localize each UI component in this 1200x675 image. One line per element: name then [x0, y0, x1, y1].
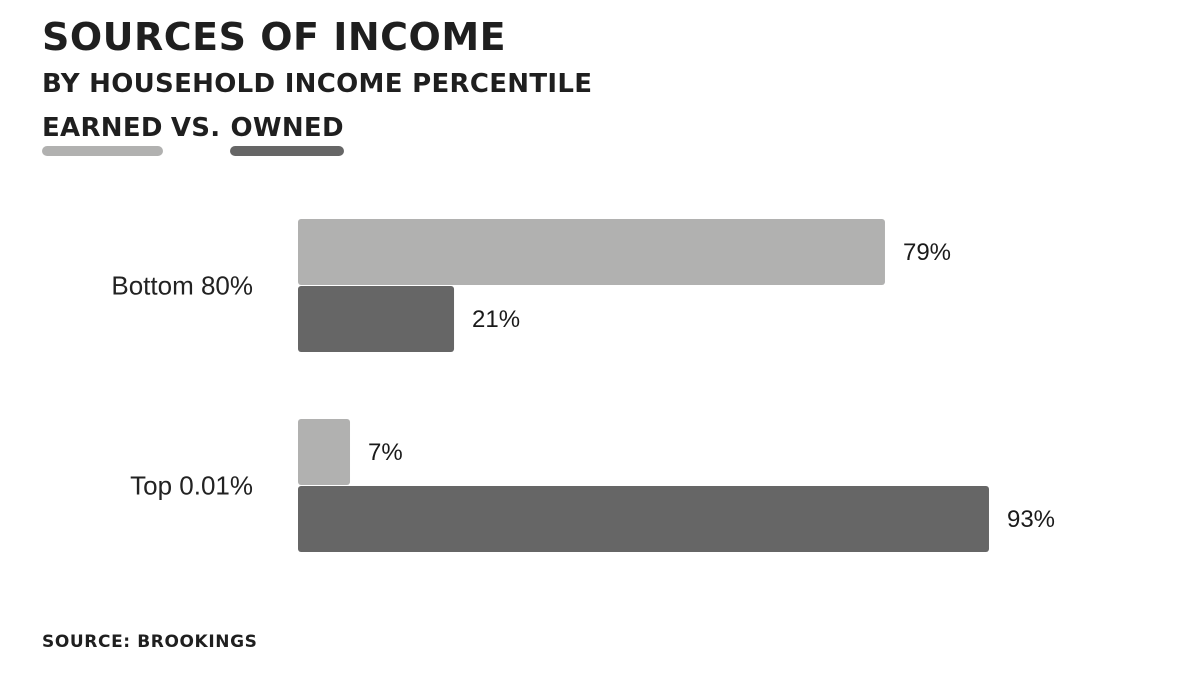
legend-item-owned: OWNED	[230, 110, 344, 156]
legend-label-earned: EARNED	[42, 113, 163, 143]
data-label-earned: 79%	[903, 239, 951, 266]
bar-earned	[298, 219, 885, 285]
legend-separator: VS.	[170, 113, 221, 143]
category-label: Top 0.01%	[130, 471, 253, 501]
category-label: Bottom 80%	[111, 271, 253, 301]
data-label-owned: 21%	[472, 306, 520, 333]
data-label-earned: 7%	[368, 439, 403, 466]
chart-title: SOURCES OF INCOME	[42, 15, 507, 59]
legend-label-owned: OWNED	[230, 113, 344, 143]
legend-swatch-owned	[230, 146, 344, 156]
source-note: SOURCE: BROOKINGS	[42, 632, 258, 652]
bar-earned	[298, 419, 351, 485]
legend-item-earned: EARNED	[42, 110, 163, 156]
data-label-owned: 93%	[1007, 506, 1055, 533]
bar-owned	[298, 486, 989, 552]
legend-swatch-earned	[42, 146, 163, 156]
legend: EARNED VS. OWNED	[42, 110, 344, 160]
bar-owned	[298, 286, 455, 352]
chart-subtitle: BY HOUSEHOLD INCOME PERCENTILE	[42, 69, 593, 99]
